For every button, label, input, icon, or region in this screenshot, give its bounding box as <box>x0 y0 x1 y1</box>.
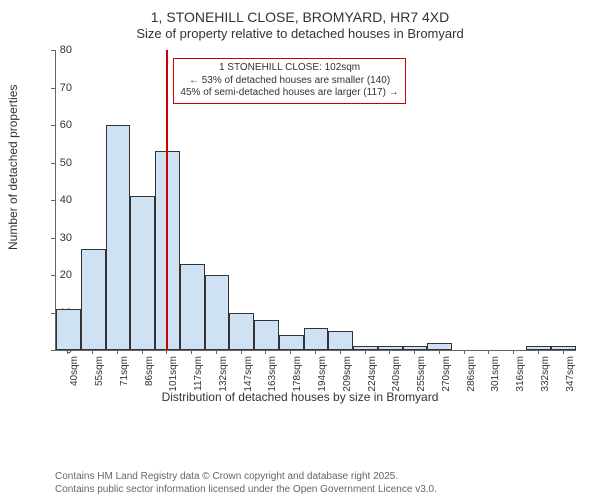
footer-line-2: Contains public sector information licen… <box>55 484 437 497</box>
x-tick-mark <box>365 350 366 354</box>
x-tick-mark <box>439 350 440 354</box>
histogram-bar <box>328 331 353 350</box>
annotation-line: 45% of semi-detached houses are larger (… <box>180 87 398 100</box>
chart-subtitle: Size of property relative to detached ho… <box>0 26 600 43</box>
x-tick-mark <box>191 350 192 354</box>
x-tick-mark <box>265 350 266 354</box>
x-tick-mark <box>241 350 242 354</box>
x-tick-mark <box>67 350 68 354</box>
chart-title: 1, STONEHILL CLOSE, BROMYARD, HR7 4XD <box>0 0 600 26</box>
histogram-bar <box>427 343 452 351</box>
histogram-bar <box>106 125 131 350</box>
histogram-bar <box>551 346 576 350</box>
x-tick-mark <box>315 350 316 354</box>
histogram-bar <box>229 313 254 351</box>
footer-attribution: Contains HM Land Registry data © Crown c… <box>55 471 437 496</box>
x-tick-mark <box>92 350 93 354</box>
plot-area: 1 STONEHILL CLOSE: 102sqm← 53% of detach… <box>55 50 576 351</box>
x-tick-mark <box>340 350 341 354</box>
x-tick-mark <box>513 350 514 354</box>
y-axis-label: Number of detached properties <box>6 85 20 250</box>
x-tick-mark <box>464 350 465 354</box>
x-tick-mark <box>117 350 118 354</box>
histogram-bar <box>56 309 81 350</box>
histogram-bar <box>526 346 551 350</box>
x-tick-mark <box>142 350 143 354</box>
x-tick-mark <box>290 350 291 354</box>
x-tick-mark <box>488 350 489 354</box>
x-tick-mark <box>563 350 564 354</box>
histogram-bar <box>81 249 106 350</box>
property-marker-line <box>166 50 168 350</box>
histogram-bar <box>205 275 230 350</box>
histogram-bar <box>304 328 329 351</box>
annotation-line: ← 53% of detached houses are smaller (14… <box>180 75 398 88</box>
histogram-bar <box>180 264 205 350</box>
x-tick-mark <box>216 350 217 354</box>
x-tick-mark <box>389 350 390 354</box>
x-tick-mark <box>166 350 167 354</box>
footer-line-1: Contains HM Land Registry data © Crown c… <box>55 471 437 484</box>
histogram-bar <box>279 335 304 350</box>
annotation-line: 1 STONEHILL CLOSE: 102sqm <box>180 62 398 75</box>
annotation-box: 1 STONEHILL CLOSE: 102sqm← 53% of detach… <box>173 58 405 104</box>
x-tick-mark <box>414 350 415 354</box>
chart-area: Number of detached properties 0102030405… <box>0 50 600 450</box>
x-tick-mark <box>538 350 539 354</box>
histogram-bar <box>254 320 279 350</box>
x-axis-label: Distribution of detached houses by size … <box>0 390 600 404</box>
histogram-bar <box>130 196 155 350</box>
histogram-bar <box>353 346 378 350</box>
